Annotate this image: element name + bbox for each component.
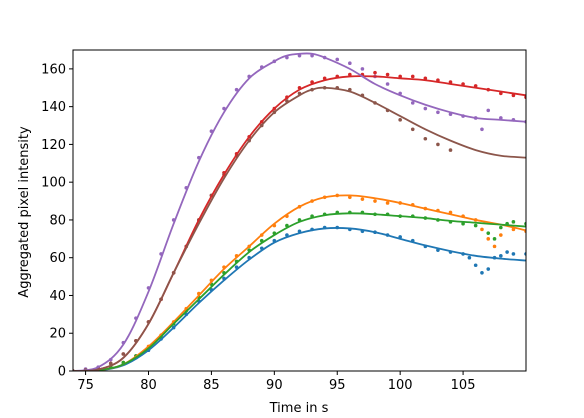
x-tick-label: 100 — [388, 378, 413, 393]
data-point — [348, 72, 352, 77]
data-point — [492, 237, 497, 241]
data-point — [486, 231, 491, 235]
data-point — [473, 263, 478, 268]
data-point — [511, 252, 516, 256]
series-2-fit-line — [73, 212, 526, 371]
data-point — [348, 195, 352, 200]
series-3-fit-line — [73, 75, 526, 371]
data-point — [335, 57, 340, 62]
y-tick-label: 0 — [58, 365, 66, 380]
data-point — [423, 106, 428, 111]
y-axis-label: Aggregated pixel intensity — [17, 126, 32, 298]
y-tick-label: 140 — [41, 100, 66, 115]
x-axis-label: Time in s — [269, 401, 329, 416]
data-point — [297, 53, 302, 58]
series-5-fit-line — [73, 86, 526, 371]
data-point — [410, 127, 415, 132]
data-point — [436, 142, 440, 147]
data-point — [480, 271, 484, 275]
series-4-points — [73, 53, 526, 371]
data-point — [360, 67, 365, 71]
data-point — [448, 148, 453, 152]
data-point — [505, 250, 509, 254]
data-point — [492, 244, 497, 249]
series-0-fit-line — [73, 227, 526, 371]
data-point — [499, 116, 503, 120]
data-point — [436, 110, 440, 115]
y-tick-label: 100 — [41, 176, 66, 191]
data-point — [410, 101, 415, 105]
data-point — [423, 136, 428, 141]
y-tick-label: 160 — [41, 62, 66, 77]
data-point — [410, 74, 415, 79]
data-point — [385, 201, 390, 205]
data-point — [486, 237, 491, 241]
y-tick-label: 120 — [41, 138, 66, 153]
x-tick-label: 105 — [451, 378, 476, 393]
data-point — [473, 223, 478, 228]
x-tick-label: 80 — [140, 378, 157, 393]
data-point — [234, 87, 239, 92]
x-tick-label: 75 — [77, 378, 94, 393]
data-point — [499, 233, 503, 237]
data-point — [385, 82, 390, 86]
data-point — [373, 70, 377, 75]
y-tick-label: 40 — [49, 289, 66, 304]
series-4-fit-line — [73, 52, 526, 371]
data-point — [360, 197, 365, 201]
plot-frame — [72, 49, 527, 372]
y-tick-label: 80 — [49, 213, 66, 228]
data-point — [511, 220, 516, 224]
data-point — [499, 225, 503, 230]
data-point — [499, 254, 503, 258]
x-tick-label: 85 — [203, 378, 220, 393]
data-point — [480, 227, 484, 232]
series-2-points — [73, 210, 526, 371]
data-point — [480, 127, 484, 132]
data-point — [121, 352, 126, 356]
x-tick-label: 90 — [266, 378, 283, 393]
data-point — [348, 61, 352, 66]
y-axis: 0 20 40 60 80 100 120 140 160 — [41, 62, 73, 380]
axes-frame — [72, 49, 527, 372]
plot-area — [73, 52, 526, 371]
data-point — [398, 74, 402, 79]
series-1-fit-line — [73, 194, 526, 371]
x-tick-label: 95 — [329, 378, 346, 393]
data-point — [467, 255, 472, 260]
data-point — [486, 108, 491, 113]
series-0-points — [73, 225, 526, 371]
series-5-points — [73, 85, 453, 371]
data-point — [373, 199, 377, 203]
y-tick-label: 60 — [49, 251, 66, 266]
data-point — [385, 72, 390, 77]
x-axis: 75 80 85 90 95 100 105 — [77, 371, 475, 393]
data-point — [486, 267, 491, 271]
y-tick-label: 20 — [49, 327, 66, 342]
data-point — [398, 118, 402, 122]
